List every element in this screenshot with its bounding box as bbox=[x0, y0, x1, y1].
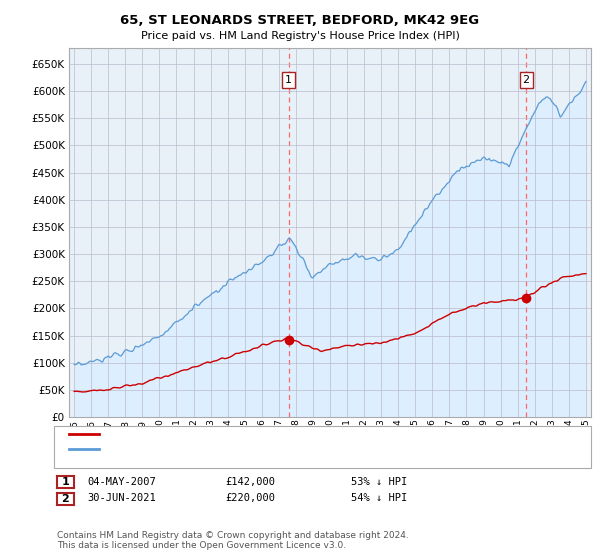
Text: 65, ST LEONARDS STREET, BEDFORD, MK42 9EG: 65, ST LEONARDS STREET, BEDFORD, MK42 9E… bbox=[121, 14, 479, 27]
Text: 54% ↓ HPI: 54% ↓ HPI bbox=[351, 493, 407, 503]
Text: 04-MAY-2007: 04-MAY-2007 bbox=[87, 477, 156, 487]
Text: HPI: Average price, detached house, Bedford: HPI: Average price, detached house, Bedf… bbox=[105, 444, 324, 454]
Text: £142,000: £142,000 bbox=[225, 477, 275, 487]
Text: Contains HM Land Registry data © Crown copyright and database right 2024.
This d: Contains HM Land Registry data © Crown c… bbox=[57, 531, 409, 550]
Text: 2: 2 bbox=[62, 494, 69, 504]
Text: Price paid vs. HM Land Registry's House Price Index (HPI): Price paid vs. HM Land Registry's House … bbox=[140, 31, 460, 41]
Text: £220,000: £220,000 bbox=[225, 493, 275, 503]
Text: 53% ↓ HPI: 53% ↓ HPI bbox=[351, 477, 407, 487]
Text: 1: 1 bbox=[285, 75, 292, 85]
Text: 65, ST LEONARDS STREET, BEDFORD, MK42 9EG (detached house): 65, ST LEONARDS STREET, BEDFORD, MK42 9E… bbox=[105, 429, 433, 439]
Text: 2: 2 bbox=[523, 75, 530, 85]
Text: 1: 1 bbox=[62, 477, 69, 487]
Text: 30-JUN-2021: 30-JUN-2021 bbox=[87, 493, 156, 503]
